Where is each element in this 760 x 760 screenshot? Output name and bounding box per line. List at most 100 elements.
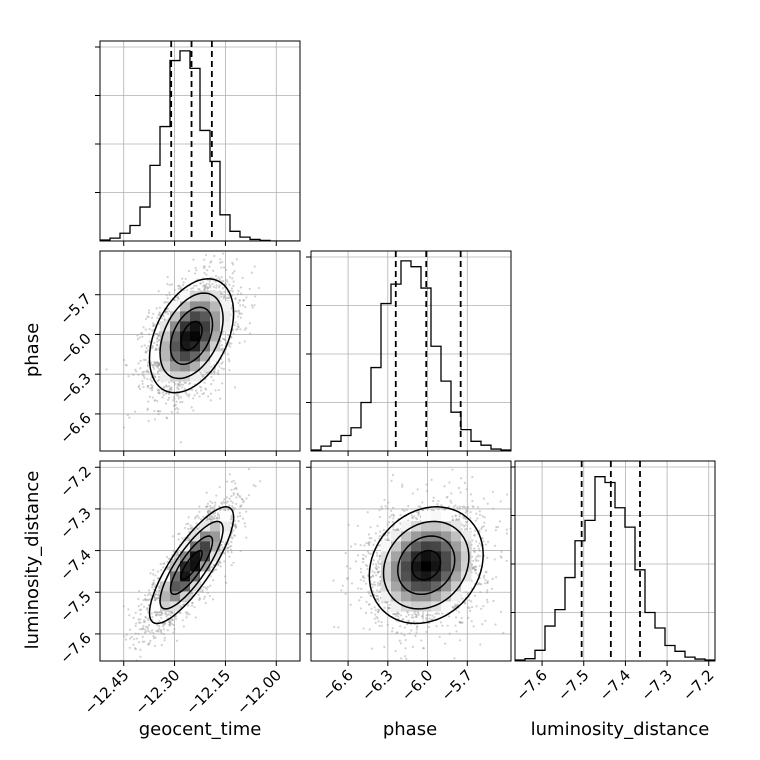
sample-point	[170, 386, 173, 389]
sample-point	[349, 603, 352, 606]
sample-point	[172, 396, 175, 399]
panels: −7.6 −7.5 −7.4 −7.3 −7.2−6.6−6.3−6.0−5.7−12.…	[56, 40, 718, 718]
sample-point	[248, 322, 251, 325]
sample-point	[198, 505, 201, 508]
axis-labels: geocent_time phase luminosity_distance p…	[22, 323, 709, 740]
sample-point	[469, 516, 472, 519]
sample-point	[470, 563, 474, 566]
sample-point	[187, 516, 190, 519]
sample-point	[173, 558, 176, 561]
sample-point	[482, 605, 485, 608]
sample-point	[464, 524, 467, 527]
sample-point	[155, 347, 158, 351]
sample-point	[505, 528, 508, 531]
sample-point	[141, 640, 144, 643]
sample-point	[150, 316, 154, 319]
sample-point	[141, 627, 145, 630]
sample-point	[234, 482, 237, 485]
sample-point	[162, 623, 166, 626]
sample-point	[230, 516, 233, 519]
density-cell	[190, 551, 201, 562]
sample-point	[412, 616, 415, 619]
sample-point	[422, 647, 425, 650]
sample-point	[206, 505, 209, 508]
sample-point	[372, 575, 375, 578]
sample-point	[133, 638, 136, 641]
sample-point	[170, 618, 174, 621]
sample-point	[156, 366, 159, 369]
sample-point	[220, 266, 223, 269]
sample-point	[505, 559, 508, 562]
density-cell	[391, 561, 402, 572]
sample-point	[130, 635, 133, 639]
sample-point	[154, 593, 157, 596]
sample-point	[242, 299, 245, 302]
sample-point	[137, 373, 140, 376]
sample-point	[231, 272, 234, 275]
sample-point	[471, 539, 474, 542]
sample-point	[214, 511, 217, 515]
sample-point	[368, 628, 371, 631]
sample-point	[239, 505, 242, 508]
y-tick-label-luminosity_distance: −7.5	[56, 587, 94, 625]
sample-point	[422, 620, 425, 623]
sample-point	[154, 574, 157, 577]
sample-point	[234, 526, 238, 529]
sample-point	[405, 615, 408, 618]
sample-point	[386, 531, 390, 534]
sample-point	[230, 540, 233, 544]
sample-point	[417, 514, 420, 517]
sample-point	[169, 614, 172, 617]
sample-point	[473, 550, 477, 553]
sample-point	[146, 625, 149, 629]
sample-point	[164, 622, 167, 625]
sample-point	[476, 554, 480, 557]
sample-point	[146, 607, 149, 610]
sample-point	[455, 608, 458, 612]
sample-point	[430, 478, 433, 481]
sample-point	[476, 517, 479, 520]
sample-point	[474, 565, 478, 568]
sample-point	[379, 530, 382, 533]
sample-point	[484, 543, 488, 546]
sample-point	[174, 557, 177, 560]
sample-point	[147, 642, 150, 646]
sample-point	[162, 314, 165, 318]
sample-point	[392, 514, 396, 517]
density-cell	[180, 351, 191, 362]
sample-point	[449, 499, 452, 502]
sample-point	[171, 535, 174, 538]
sample-point	[145, 370, 148, 373]
sample-point	[341, 584, 344, 587]
y-tick-label-phase: −6.6	[56, 409, 94, 447]
sample-point	[166, 297, 169, 300]
sample-point	[176, 385, 179, 388]
sample-point	[463, 481, 467, 485]
sample-point	[146, 593, 150, 596]
sample-point	[377, 599, 380, 602]
sample-point	[383, 606, 386, 609]
sample-point	[415, 615, 418, 618]
sample-point	[500, 556, 503, 559]
sample-point	[415, 613, 418, 616]
sample-point	[186, 613, 189, 616]
sample-point	[150, 594, 153, 597]
sample-point	[490, 587, 494, 590]
sample-point	[245, 536, 248, 539]
sample-point	[375, 589, 379, 592]
sample-point	[417, 512, 421, 515]
sample-point	[234, 386, 237, 389]
sample-point	[437, 612, 440, 615]
density-cell	[180, 301, 191, 312]
sample-point	[221, 382, 224, 385]
sample-point	[460, 621, 463, 624]
sample-point	[138, 387, 142, 391]
density-cell	[200, 351, 211, 362]
sample-point	[136, 334, 139, 337]
sample-point	[155, 307, 158, 310]
sample-point	[235, 310, 238, 313]
sample-point	[436, 503, 439, 506]
sample-point	[222, 337, 226, 340]
sample-point	[206, 286, 209, 289]
sample-point	[179, 383, 183, 386]
